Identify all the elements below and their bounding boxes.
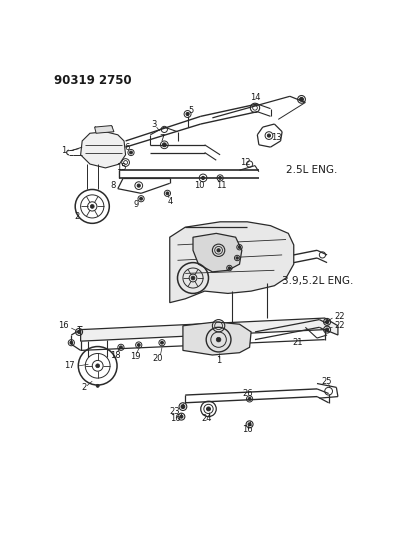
- Text: 25: 25: [322, 377, 332, 386]
- Polygon shape: [81, 132, 125, 168]
- Circle shape: [166, 192, 169, 195]
- Circle shape: [238, 246, 241, 248]
- Circle shape: [236, 257, 238, 259]
- Circle shape: [326, 320, 329, 324]
- Text: 2: 2: [74, 212, 79, 221]
- Text: 23: 23: [170, 408, 181, 416]
- Text: 2: 2: [82, 383, 87, 392]
- Circle shape: [268, 134, 270, 137]
- Text: 26: 26: [242, 389, 252, 398]
- Text: 24: 24: [201, 414, 212, 423]
- Circle shape: [326, 328, 329, 331]
- Text: 16: 16: [242, 425, 252, 434]
- Circle shape: [248, 423, 251, 426]
- Circle shape: [216, 337, 221, 342]
- Text: 21: 21: [292, 338, 303, 347]
- Text: 8: 8: [110, 181, 116, 190]
- Circle shape: [96, 364, 100, 368]
- Circle shape: [140, 197, 143, 200]
- Text: 2.5L ENG.: 2.5L ENG.: [286, 165, 337, 175]
- Circle shape: [161, 341, 164, 344]
- Circle shape: [137, 344, 140, 346]
- Circle shape: [186, 112, 189, 116]
- Text: 4: 4: [167, 197, 172, 206]
- Circle shape: [219, 176, 222, 179]
- Circle shape: [191, 276, 195, 280]
- Text: 10: 10: [194, 181, 204, 190]
- Text: 12: 12: [240, 158, 250, 167]
- Text: 7: 7: [159, 134, 165, 143]
- Text: 3: 3: [152, 119, 157, 128]
- Text: 5: 5: [188, 106, 193, 115]
- Text: 20: 20: [153, 353, 164, 362]
- Circle shape: [180, 415, 183, 418]
- Text: 11: 11: [216, 181, 227, 190]
- Circle shape: [90, 205, 94, 208]
- Text: 19: 19: [130, 352, 140, 361]
- Polygon shape: [94, 126, 114, 133]
- Circle shape: [300, 98, 303, 101]
- Text: 22: 22: [335, 321, 345, 330]
- Circle shape: [206, 407, 210, 411]
- Circle shape: [137, 184, 140, 187]
- Text: 9: 9: [134, 200, 139, 209]
- Circle shape: [129, 151, 132, 154]
- Circle shape: [248, 398, 251, 400]
- Text: 14: 14: [250, 93, 260, 102]
- Text: 90319 2750: 90319 2750: [54, 74, 131, 87]
- Circle shape: [77, 330, 81, 334]
- Circle shape: [119, 346, 122, 349]
- Circle shape: [70, 341, 73, 344]
- Polygon shape: [183, 322, 251, 355]
- Text: 16: 16: [58, 321, 69, 330]
- Polygon shape: [81, 318, 338, 341]
- Circle shape: [228, 267, 231, 269]
- Circle shape: [202, 176, 204, 180]
- Polygon shape: [193, 233, 242, 272]
- Text: 16: 16: [170, 414, 181, 423]
- Polygon shape: [170, 222, 294, 303]
- Text: 22: 22: [335, 312, 345, 321]
- Text: 15: 15: [116, 164, 126, 172]
- Circle shape: [162, 143, 166, 147]
- Circle shape: [217, 249, 220, 252]
- Text: 1: 1: [216, 356, 221, 365]
- Text: 6: 6: [124, 143, 130, 151]
- Text: 17: 17: [64, 361, 74, 370]
- Circle shape: [181, 405, 185, 408]
- Circle shape: [96, 384, 99, 387]
- Text: 13: 13: [272, 133, 282, 142]
- Text: 18: 18: [110, 351, 121, 360]
- Text: 3.9,5.2L ENG.: 3.9,5.2L ENG.: [282, 276, 353, 286]
- Text: 1: 1: [62, 147, 67, 156]
